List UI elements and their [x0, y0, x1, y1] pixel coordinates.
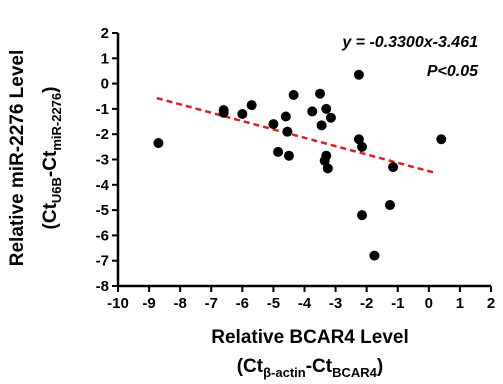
x-tick-label: 2 [487, 295, 495, 312]
data-point [325, 112, 336, 123]
y-tick-label: -3 [96, 152, 109, 169]
x-tick-label: -10 [107, 295, 129, 312]
data-point [237, 108, 248, 119]
x-axis-subtitle: (Ctβ-actin-CtBCAR4) [237, 356, 384, 380]
data-point [218, 107, 229, 118]
data-point [307, 106, 318, 117]
y-tick-label: -6 [96, 227, 109, 244]
x-tick-label: 0 [425, 295, 433, 312]
y-axis-subtitle-group: (CtU6B-CtmiR-2276) [40, 87, 64, 230]
data-point [436, 134, 447, 145]
y-tick-label: -5 [96, 202, 109, 219]
y-tick-label: -2 [96, 126, 109, 143]
data-point [273, 146, 284, 157]
y-tick-label: 2 [101, 25, 109, 42]
data-point [153, 138, 164, 149]
data-point [280, 111, 291, 122]
data-point [388, 162, 399, 173]
ticks: 210-1-2-3-4-5-6-7-8-10 -9 -8 -7 -6 -5 -4 -3 -2 -1… [96, 25, 496, 312]
y-tick-label: -4 [96, 177, 110, 194]
x-tick-label: -9 [142, 295, 155, 312]
data-point [384, 200, 395, 211]
x-tick-label: -7 [205, 295, 218, 312]
x-tick-label: -6 [236, 295, 249, 312]
y-tick-label: 1 [101, 50, 109, 67]
data-point [315, 88, 326, 99]
equation-annotation: y = -0.3300x-3.461 [341, 34, 478, 51]
data-point [353, 69, 364, 80]
data-point [322, 163, 333, 174]
y-tick-label: -8 [96, 278, 109, 295]
data-point [316, 120, 327, 131]
x-tick-label: -2 [360, 295, 373, 312]
data-point [357, 141, 368, 152]
data-point [268, 119, 279, 130]
data-points [153, 69, 447, 261]
x-tick-label: -4 [298, 295, 312, 312]
x-tick-label: -1 [391, 295, 404, 312]
data-point [321, 103, 332, 114]
x-tick-label: -3 [329, 295, 342, 312]
pvalue-annotation: P<0.05 [427, 63, 479, 80]
fit-line-group [156, 96, 436, 175]
data-point [282, 126, 293, 137]
data-point [283, 150, 294, 161]
data-point [321, 150, 332, 161]
x-tick-label: -8 [173, 295, 186, 312]
data-point [353, 134, 364, 145]
y-axis-subtitle: (CtU6B-CtmiR-2276) [40, 87, 64, 230]
y-axis-title-group: Relative miR-2276 Level [7, 50, 28, 267]
regression-line [156, 96, 436, 175]
x-axis-title: Relative BCAR4 Level [211, 327, 408, 348]
data-point [246, 100, 257, 111]
x-tick-label: 1 [456, 295, 464, 312]
y-tick-label: -1 [96, 101, 109, 118]
data-point [357, 210, 368, 221]
y-tick-label: 0 [101, 76, 109, 93]
data-point [369, 250, 380, 261]
x-tick-label: -5 [267, 295, 280, 312]
y-axis-title: Relative miR-2276 Level [7, 50, 28, 267]
data-point [288, 89, 299, 100]
y-tick-label: -7 [96, 253, 109, 270]
